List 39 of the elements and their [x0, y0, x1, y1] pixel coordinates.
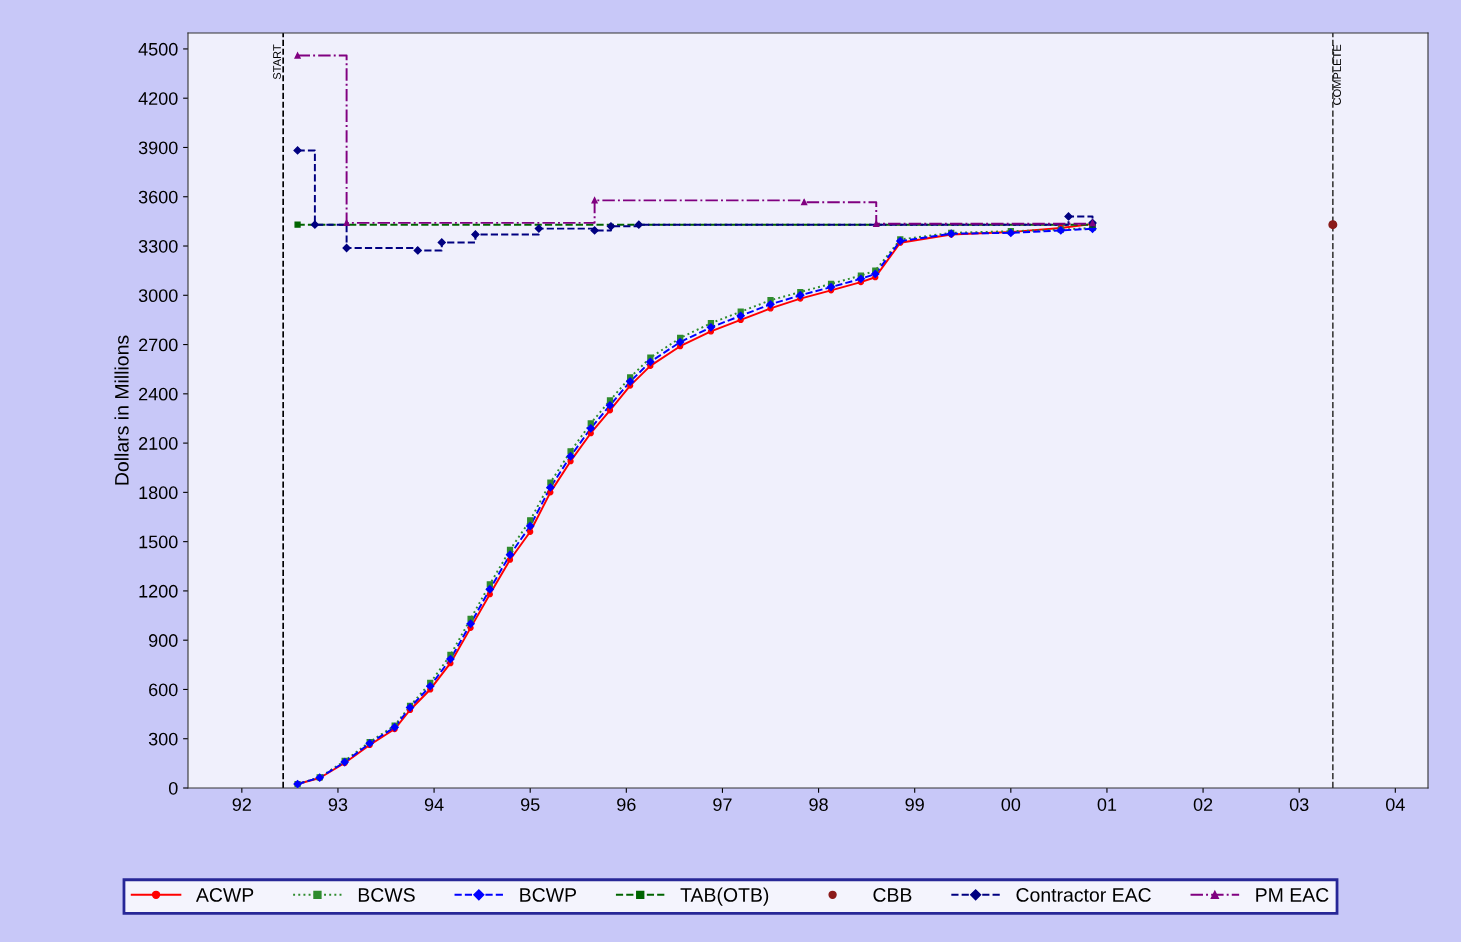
x-tick-label: 98 [809, 798, 828, 811]
legend-label: TAB(OTB) [680, 887, 769, 906]
y-tick-label: 3900 [138, 141, 178, 155]
y-tick-label: 2700 [139, 338, 178, 352]
ref-line-label: START [273, 44, 281, 80]
x-tick-label: 94 [424, 798, 444, 811]
legend-label: Contractor EAC [1016, 888, 1151, 902]
x-tick-label: 02 [1193, 798, 1213, 811]
x-tick-label: 93 [328, 798, 348, 811]
y-tick-label: 0 [168, 781, 178, 795]
y-tick-label: 600 [149, 683, 178, 697]
y-axis-title: Dollars in Millions [114, 335, 129, 485]
legend-label: ACWP [195, 888, 254, 902]
y-tick-label: 2100 [139, 437, 178, 450]
x-tick-label: 00 [1001, 798, 1021, 811]
legend-label: BCWP [520, 888, 577, 902]
y-tick-label: 4200 [138, 92, 178, 105]
x-tick-label: 99 [905, 798, 924, 811]
x-tick-label: 97 [713, 798, 732, 811]
y-tick-label: 1200 [139, 584, 178, 598]
y-tick-label: 1800 [139, 486, 178, 500]
x-tick-label: 03 [1289, 798, 1309, 811]
y-tick-label: 3000 [138, 289, 178, 303]
y-tick-label: 3300 [138, 239, 178, 253]
x-tick-label: 01 [1097, 798, 1117, 811]
x-tick-label: 92 [232, 798, 251, 811]
x-tick-label: 04 [1385, 798, 1405, 811]
legend-label: CBB [873, 888, 912, 902]
legend-label: PM EAC [1256, 888, 1329, 902]
y-tick-label: 3600 [138, 190, 178, 204]
y-tick-label: 900 [149, 634, 178, 647]
y-tick-label: 4500 [138, 42, 178, 56]
y-tick-label: 300 [148, 732, 178, 746]
x-tick-label: 96 [617, 798, 636, 811]
ref-line-label: COMPLETE [1333, 44, 1341, 105]
y-tick-label: 1500 [139, 535, 178, 549]
y-tick-label: 2400 [139, 387, 178, 401]
x-tick-label: 95 [521, 798, 540, 811]
legend-label: BCWS [358, 888, 415, 902]
